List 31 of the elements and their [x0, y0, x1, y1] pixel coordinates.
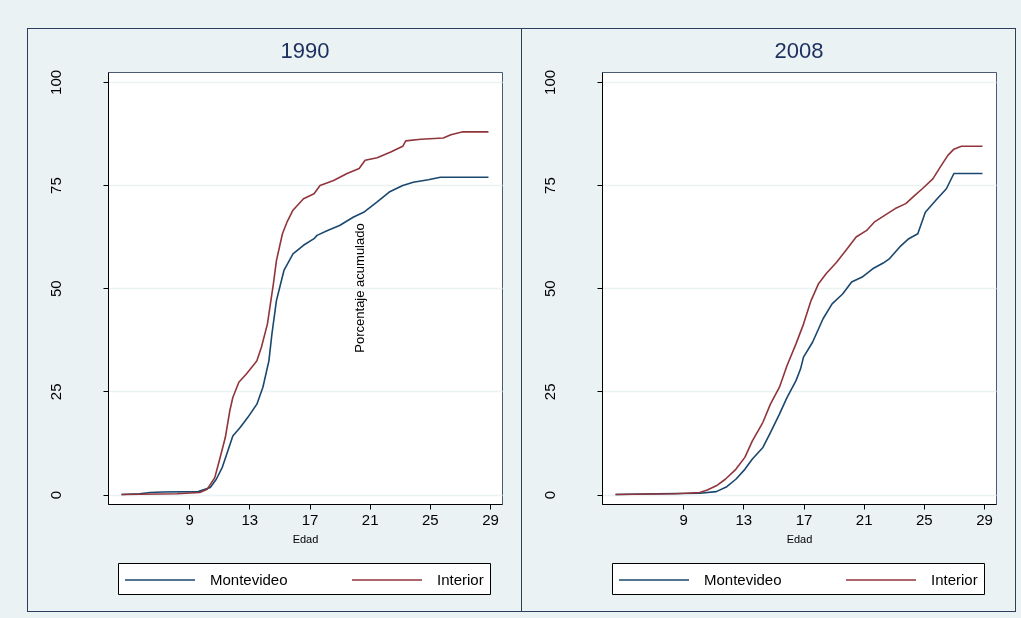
y-tick-label: 75 [46, 177, 64, 194]
x-axis-title: Edad [292, 532, 319, 545]
legend-label: Montevideo [210, 571, 288, 588]
chart-title: 2008 [774, 38, 824, 64]
x-tick-label: 9 [185, 510, 194, 528]
y-tick-label: 75 [540, 177, 558, 194]
legend-label: Interior [437, 571, 484, 588]
y-tick-label: 50 [540, 280, 558, 298]
legend-label: Interior [931, 571, 978, 588]
annotation: Porcentaje acumulado [351, 223, 367, 353]
x-tick-label: 25 [421, 510, 439, 528]
y-tick-label: 0 [540, 490, 558, 500]
x-tick-label: 17 [301, 510, 319, 528]
x-tick-label: 29 [482, 510, 499, 528]
chart-title: 1990 [280, 38, 330, 64]
y-tick-label: 25 [46, 383, 64, 401]
y-tick-label: 100 [46, 69, 64, 95]
x-tick-label: 17 [795, 510, 813, 528]
x-tick-label: 29 [976, 510, 993, 528]
x-tick-label: 9 [679, 510, 688, 528]
y-tick-label: 50 [46, 280, 64, 298]
y-tick-label: 25 [540, 383, 558, 401]
x-axis-title: Edad [786, 532, 813, 545]
x-tick-label: 21 [855, 510, 873, 528]
legend-label: Montevideo [704, 571, 782, 588]
y-tick-label: 0 [46, 490, 64, 500]
x-tick-label: 13 [241, 510, 259, 528]
x-tick-label: 21 [361, 510, 379, 528]
y-tick-label: 100 [540, 69, 558, 95]
x-tick-label: 13 [735, 510, 753, 528]
x-tick-label: 25 [915, 510, 933, 528]
